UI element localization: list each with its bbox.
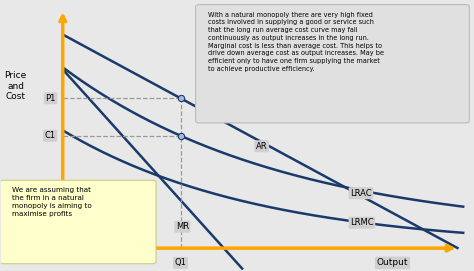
Text: LRAC: LRAC <box>350 189 372 198</box>
Text: LRMC: LRMC <box>350 218 374 227</box>
Text: We are assuming that
the firm in a natural
monopoly is aiming to
maximise profit: We are assuming that the firm in a natur… <box>12 187 92 217</box>
Text: Output: Output <box>377 259 408 267</box>
FancyBboxPatch shape <box>0 180 156 264</box>
FancyBboxPatch shape <box>196 5 469 123</box>
Text: Price
and
Cost: Price and Cost <box>4 71 27 101</box>
Text: MR: MR <box>176 222 189 231</box>
Text: With a natural monopoly there are very high fixed
costs involved in supplying a : With a natural monopoly there are very h… <box>208 12 384 72</box>
Text: P1: P1 <box>46 94 55 103</box>
Text: C1: C1 <box>45 131 55 140</box>
Text: Q1: Q1 <box>174 259 186 267</box>
Text: AR: AR <box>256 142 267 151</box>
